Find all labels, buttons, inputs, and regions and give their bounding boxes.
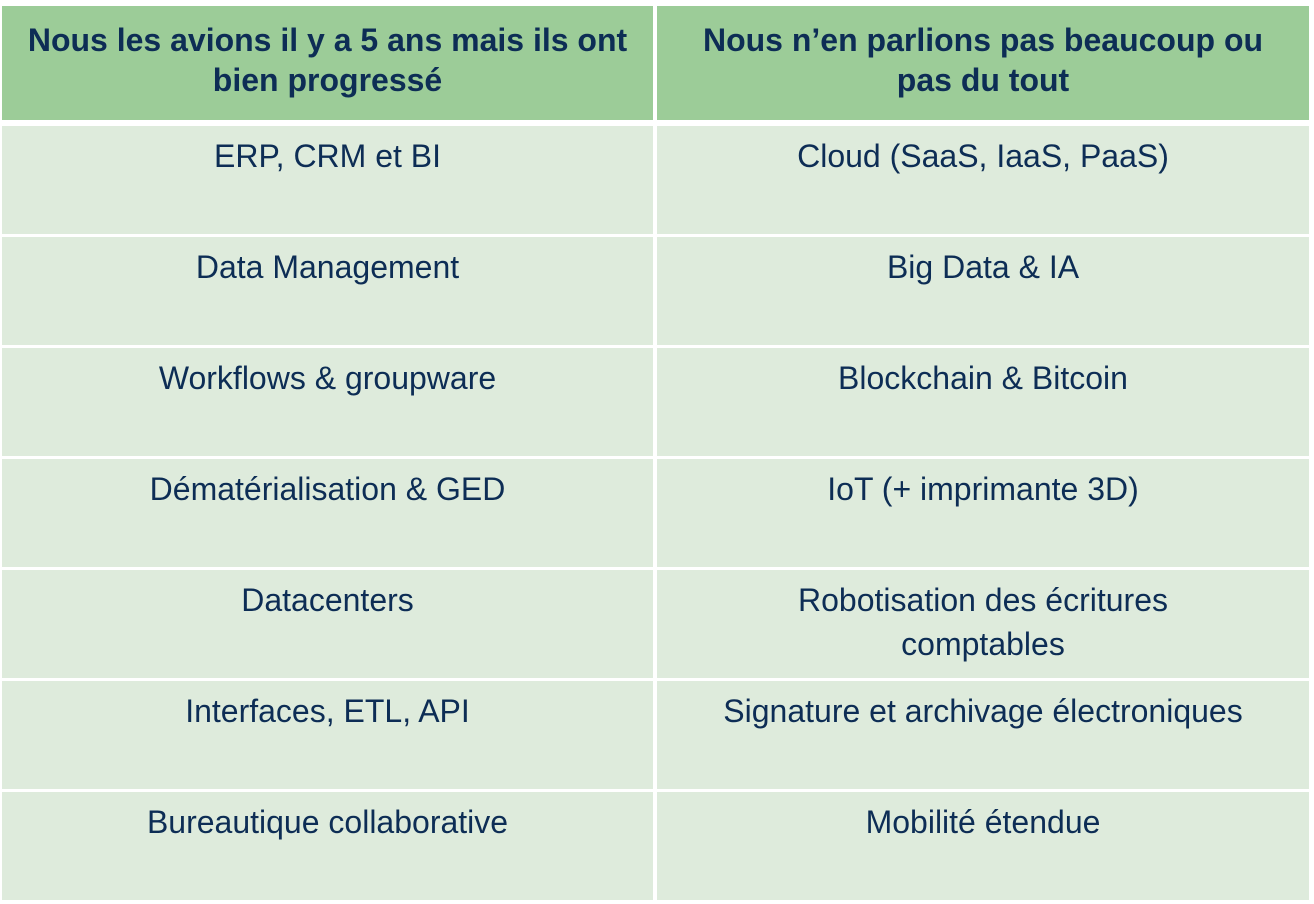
- table-cell: Robotisation des écritures comptables: [657, 570, 1309, 678]
- table-cell: ERP, CRM et BI: [2, 126, 653, 234]
- table-cell: Data Management: [2, 237, 653, 345]
- table-cell: Bureautique collaborative: [2, 792, 653, 900]
- table-cell: Mobilité étendue: [657, 792, 1309, 900]
- table-cell: Dématérialisation & GED: [2, 459, 653, 567]
- header-right: Nous n’en parlions pas beaucoup ou pas d…: [657, 6, 1309, 120]
- table-cell: Blockchain & Bitcoin: [657, 348, 1309, 456]
- table-cell: Cloud (SaaS, IaaS, PaaS): [657, 126, 1309, 234]
- table-cell: Big Data & IA: [657, 237, 1309, 345]
- table-cell: Signature et archivage électroniques: [657, 681, 1309, 789]
- comparison-table: Nous les avions il y a 5 ans mais ils on…: [2, 6, 1309, 903]
- table-cell: IoT (+ imprimante 3D): [657, 459, 1309, 567]
- table-cell: Interfaces, ETL, API: [2, 681, 653, 789]
- table-cell: Workflows & groupware: [2, 348, 653, 456]
- table-cell: Datacenters: [2, 570, 653, 678]
- header-left: Nous les avions il y a 5 ans mais ils on…: [2, 6, 653, 120]
